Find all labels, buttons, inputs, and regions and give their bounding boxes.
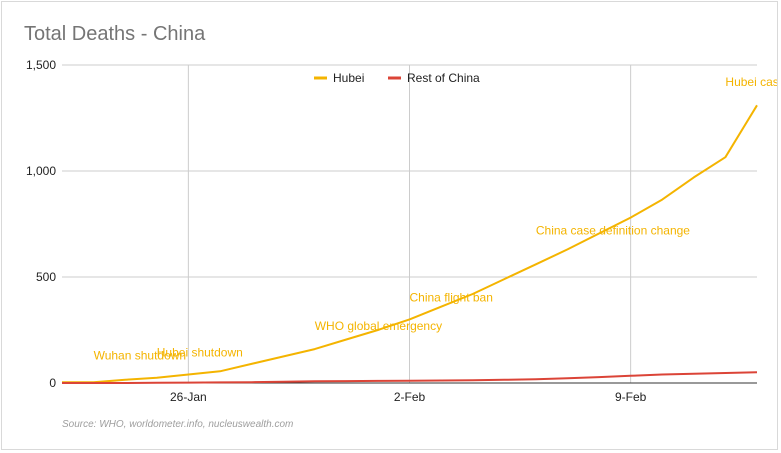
y-tick-label: 500: [36, 270, 56, 284]
chart-source: Source: WHO, worldometer.info, nucleuswe…: [62, 419, 293, 430]
y-tick-label: 0: [49, 376, 56, 390]
annotation-label: Hubei shutdown: [157, 346, 243, 360]
x-tick-label: 26-Jan: [170, 390, 207, 404]
legend-label: Rest of China: [407, 71, 480, 85]
x-tick-label: 9-Feb: [615, 390, 647, 404]
series-line-hubei: [62, 104, 758, 384]
legend-label: Hubei: [333, 71, 364, 85]
annotation-label: China case definition change: [536, 224, 690, 238]
chart-title: Total Deaths - China: [24, 23, 206, 45]
annotation-label: WHO global emergency: [315, 319, 442, 333]
series-line-rest-of-china: [62, 371, 758, 384]
grid: [62, 64, 757, 383]
annotation-label: Wuhan shutdown: [94, 349, 187, 363]
x-tick-label: 2-Feb: [394, 390, 426, 404]
legend: Hubei Rest of China: [314, 71, 480, 85]
y-tick-label: 1,500: [26, 58, 56, 72]
annotation-label: Hubei case definition: [725, 75, 779, 89]
annotation-label: China flight ban: [410, 290, 493, 304]
y-tick-label: 1,000: [26, 164, 56, 178]
series: [62, 104, 758, 384]
